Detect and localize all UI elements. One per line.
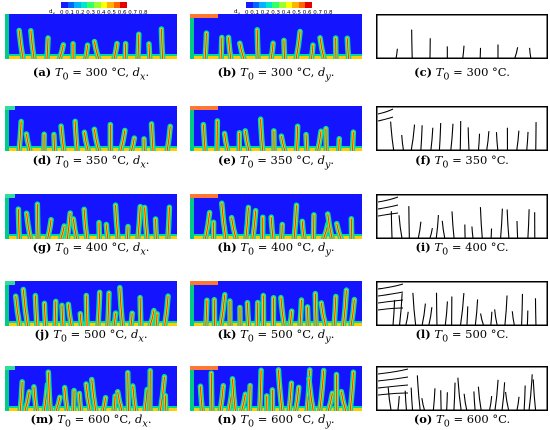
damage-field-n (190, 366, 362, 415)
crack-pattern-c (376, 14, 548, 63)
panel-caption-m: (m) T0 = 600 °C, dx. (30, 412, 152, 430)
crack-pattern-l (376, 281, 548, 330)
crack-pattern-f (376, 106, 548, 155)
panel-caption-h: (h) T0 = 400 °C, dy. (217, 240, 335, 258)
panel-caption-b: (b) T0 = 300 °C, dy. (217, 65, 335, 83)
damage-field-d (5, 106, 177, 155)
damage-field-b (190, 14, 362, 63)
damage-field-m (5, 366, 177, 415)
panel-caption-o: (o) T0 = 600 °C. (413, 412, 511, 430)
panel-caption-g: (g) T0 = 400 °C, dx. (32, 240, 150, 258)
panel-caption-i: (i) T0 = 400 °C. (415, 240, 509, 258)
damage-field-e (190, 106, 362, 155)
crack-pattern-i (376, 194, 548, 243)
panel-caption-n: (n) T0 = 600 °C, dy. (217, 412, 335, 430)
damage-field-a (5, 14, 177, 63)
colorbar (61, 2, 127, 8)
panel-caption-d: (d) T0 = 350 °C, dx. (32, 153, 150, 171)
colorbar (246, 2, 312, 8)
panel-caption-f: (f) T0 = 350 °C. (415, 153, 509, 171)
damage-field-h (190, 194, 362, 243)
panel-caption-a: (a) T0 = 300 °C, dx. (32, 65, 150, 83)
panel-caption-e: (e) T0 = 350 °C, dy. (217, 153, 335, 171)
panel-caption-j: (j) T0 = 500 °C, dx. (34, 327, 148, 345)
damage-field-k (190, 281, 362, 330)
damage-field-g (5, 194, 177, 243)
panel-caption-l: (l) T0 = 500 °C. (415, 327, 509, 345)
panel-caption-k: (k) T0 = 500 °C, dy. (217, 327, 335, 345)
colorbar-ticks: 0 0.1 0.2 0.3 0.4 0.5 0.6 0.7 0.8 (245, 10, 333, 16)
colorbar-ticks: 0 0.1 0.2 0.3 0.4 0.5 0.6 0.7 0.8 (60, 10, 148, 16)
damage-field-j (5, 281, 177, 330)
crack-pattern-o (376, 366, 548, 415)
panel-caption-c: (c) T0 = 300 °C. (414, 65, 510, 83)
